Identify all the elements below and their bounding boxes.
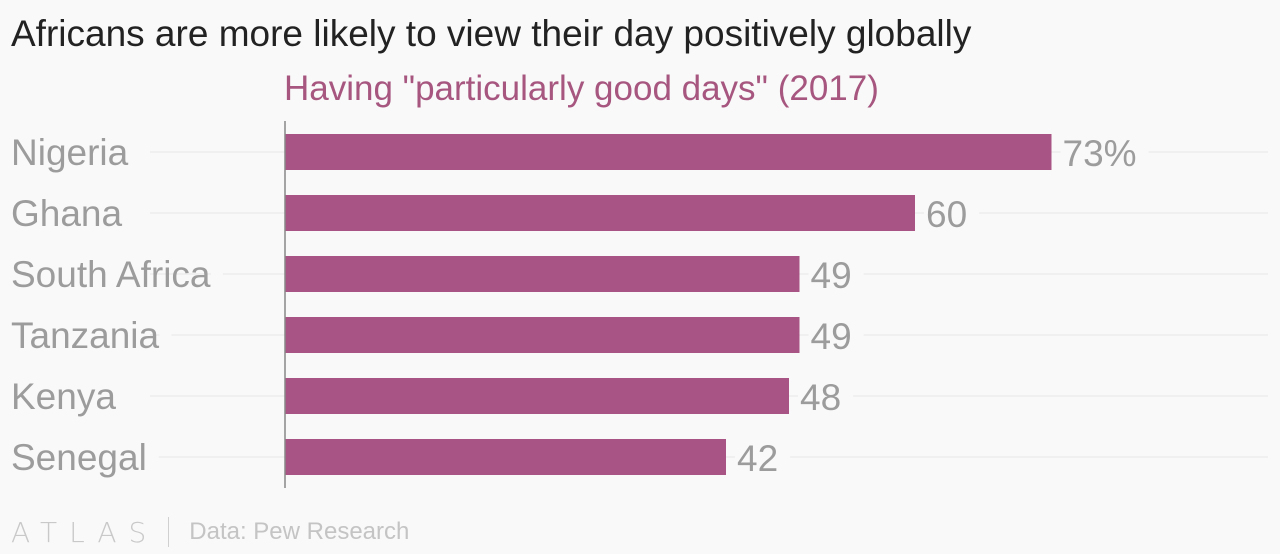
label-gap: [128, 150, 141, 154]
category-label: Kenya: [11, 376, 116, 417]
label-gap: [146, 455, 159, 459]
value-label: 49: [811, 255, 852, 296]
value-label: 42: [737, 438, 778, 479]
label-gap: [159, 333, 172, 337]
footer-divider: [168, 517, 170, 547]
data-source: Data: Pew Research: [189, 518, 410, 545]
label-gap: [122, 211, 135, 215]
footer: ATLAS Data: Pew Research: [11, 514, 409, 550]
value-label-bg: [1060, 149, 1149, 155]
value-label: 60: [926, 194, 967, 235]
bar: [285, 256, 800, 292]
bar: [285, 317, 800, 353]
category-label: Senegal: [11, 437, 147, 478]
label-gap: [210, 272, 223, 276]
value-label-bg: [808, 271, 864, 277]
bar: [285, 378, 789, 414]
category-labels: Nigeria Ghana South Africa Tanzania Kenya Sen…: [11, 132, 211, 478]
value-label: 48: [800, 377, 841, 418]
atlas-logo: ATLAS: [11, 515, 159, 549]
value-label-bg: [924, 210, 980, 216]
bar: [285, 134, 1052, 170]
value-label-bg: [808, 332, 864, 338]
value-label-bg: [798, 393, 854, 399]
chart-title: Africans are more likely to view their d…: [11, 13, 972, 54]
category-label: Nigeria: [11, 132, 129, 173]
value-labels: 73% 60 49 49 48 42: [735, 133, 1149, 479]
value-label: 49: [811, 316, 852, 357]
value-label-bg: [735, 454, 791, 460]
bars: [285, 134, 1052, 475]
bar: [285, 195, 915, 231]
chart-subtitle: Having "particularly good days" (2017): [284, 69, 879, 108]
category-label: Ghana: [11, 193, 123, 234]
label-gap: [116, 394, 129, 398]
category-label: South Africa: [11, 254, 211, 295]
bar: [285, 439, 726, 475]
category-label: Tanzania: [11, 315, 160, 356]
value-label: 73%: [1063, 133, 1137, 174]
